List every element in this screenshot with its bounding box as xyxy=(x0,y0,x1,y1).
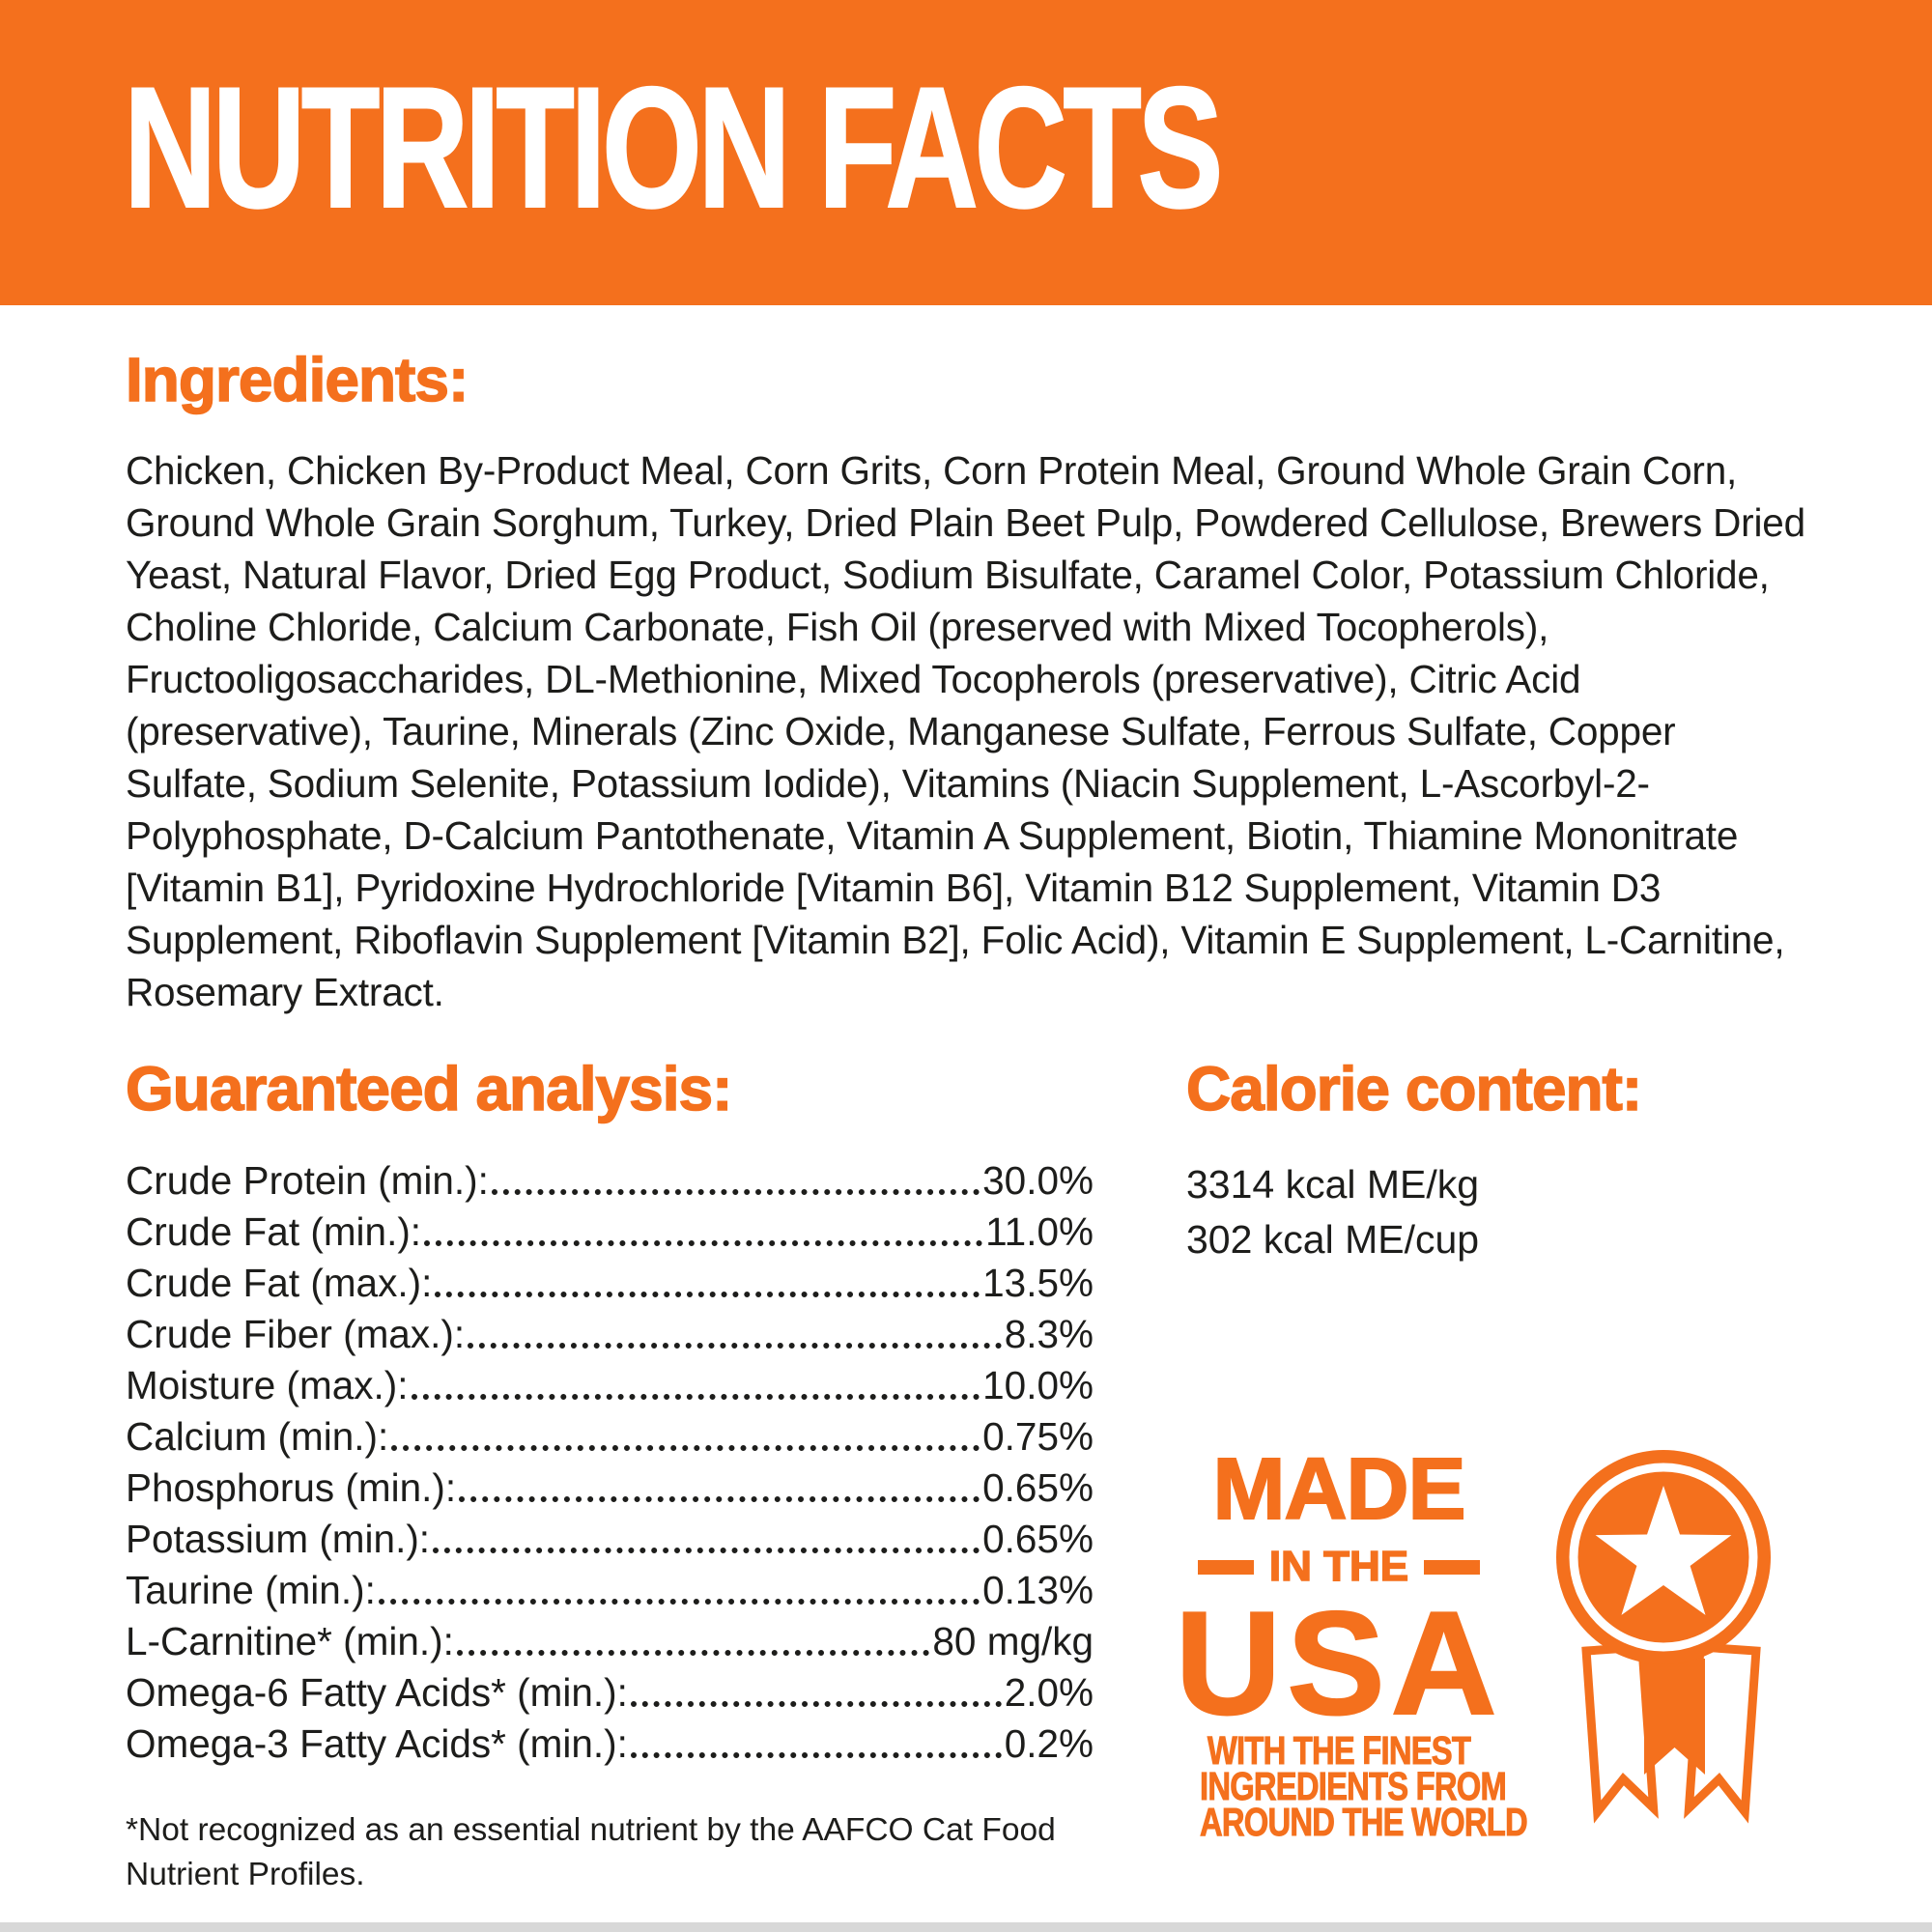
row-label: L-Carnitine* (min.): xyxy=(126,1619,454,1663)
analysis-row: Moisture (max.): 10.0% xyxy=(126,1360,1094,1411)
ingredients-text: Chicken, Chicken By-Product Meal, Corn G… xyxy=(126,448,1805,1014)
dot-leader xyxy=(630,1752,1002,1758)
badge-made: MADE xyxy=(1212,1441,1467,1538)
row-value: 0.13% xyxy=(982,1568,1094,1612)
row-value: 8.3% xyxy=(1004,1312,1094,1356)
analysis-row: L-Carnitine* (min.): 80 mg/kg xyxy=(126,1616,1094,1667)
row-label: Moisture (max.): xyxy=(126,1363,409,1407)
row-value: 10.0% xyxy=(982,1363,1094,1407)
row-value: 0.2% xyxy=(1004,1721,1094,1766)
made-in-usa-badge: MADE IN THE USA WITH THE FINEST INGREDIE… xyxy=(1165,1441,1529,1844)
row-value: 13.5% xyxy=(982,1261,1094,1305)
analysis-row: Potassium (min.): 0.65% xyxy=(126,1514,1094,1565)
dot-leader xyxy=(456,1650,930,1656)
analysis-row: Omega-6 Fatty Acids* (min.): 2.0% xyxy=(126,1667,1094,1719)
row-label: Crude Fat (min.): xyxy=(126,1209,422,1254)
ribbon-tail-center xyxy=(1644,1659,1705,1775)
ingredients-heading: Ingredients: xyxy=(125,344,469,415)
award-ribbon-icon xyxy=(1556,1450,1771,1824)
analysis-table: Crude Protein (min.): 30.0% Crude Fat (m… xyxy=(126,1155,1094,1770)
row-value: 80 mg/kg xyxy=(932,1619,1094,1663)
row-label: Crude Fat (max.): xyxy=(126,1261,433,1305)
row-value: 30.0% xyxy=(982,1158,1094,1203)
dot-leader xyxy=(391,1445,980,1451)
row-label: Phosphorus (min.): xyxy=(126,1465,457,1510)
row-label: Calcium (min.): xyxy=(126,1414,389,1459)
banner: NUTRITION FACTS xyxy=(0,0,1932,305)
dot-leader xyxy=(468,1343,1002,1349)
row-value: 0.65% xyxy=(982,1465,1094,1510)
row-label: Omega-6 Fatty Acids* (min.): xyxy=(126,1670,628,1715)
analysis-row: Crude Fat (max.): 13.5% xyxy=(126,1258,1094,1309)
dot-leader xyxy=(433,1548,980,1553)
label-bottom-edge xyxy=(0,1922,1932,1932)
dot-leader xyxy=(459,1496,980,1502)
dash-right xyxy=(1424,1559,1481,1575)
row-value: 0.75% xyxy=(982,1414,1094,1459)
row-value: 11.0% xyxy=(985,1209,1094,1254)
dash-left xyxy=(1197,1559,1254,1575)
row-value: 0.65% xyxy=(982,1517,1094,1561)
row-label: Taurine (min.): xyxy=(126,1568,376,1612)
dot-leader xyxy=(435,1292,980,1297)
row-value: 2.0% xyxy=(1004,1670,1094,1715)
analysis-row: Taurine (min.): 0.13% xyxy=(126,1565,1094,1616)
row-label: Omega-3 Fatty Acids* (min.): xyxy=(126,1721,628,1766)
dot-leader xyxy=(424,1240,983,1246)
analysis-row: Crude Fiber (max.): 8.3% xyxy=(126,1309,1094,1360)
analysis-heading: Guaranteed analysis: xyxy=(125,1053,733,1124)
star-icon xyxy=(1595,1486,1732,1615)
analysis-row: Crude Fat (min.): 11.0% xyxy=(126,1207,1094,1258)
badge-in-the-label: IN THE xyxy=(1268,1543,1409,1590)
analysis-footnote: *Not recognized as an essential nutrient… xyxy=(126,1812,1056,1892)
analysis-row: Omega-3 Fatty Acids* (min.): 0.2% xyxy=(126,1719,1094,1770)
row-label: Crude Protein (min.): xyxy=(126,1158,489,1203)
ribbon-tail-left xyxy=(1581,1642,1659,1824)
page-title: NUTRITION FACTS xyxy=(123,50,1224,244)
badge-in-the: IN THE xyxy=(1165,1543,1513,1590)
badge-usa: USA xyxy=(1175,1581,1503,1746)
badge-tagline-line1: WITH THE FINEST xyxy=(1207,1728,1471,1773)
badge-tagline-line2: INGREDIENTS FROM xyxy=(1200,1764,1508,1808)
calories-heading: Calorie content: xyxy=(1185,1053,1643,1124)
row-label: Potassium (min.): xyxy=(126,1517,431,1561)
row-label: Crude Fiber (max.): xyxy=(126,1312,466,1356)
dot-leader xyxy=(378,1599,980,1605)
analysis-row: Phosphorus (min.): 0.65% xyxy=(126,1463,1094,1514)
medal-ring xyxy=(1569,1463,1758,1652)
calorie-per-kg: 3314 kcal ME/kg xyxy=(1186,1162,1480,1207)
analysis-row: Calcium (min.): 0.75% xyxy=(126,1411,1094,1463)
analysis-row: Crude Protein (min.): 30.0% xyxy=(126,1155,1094,1207)
calorie-lines: 3314 kcal ME/kg 302 kcal ME/cup xyxy=(1186,1157,1479,1267)
dot-leader xyxy=(491,1189,980,1195)
dot-leader xyxy=(411,1394,980,1400)
badge-tagline-line3: AROUND THE WORLD xyxy=(1200,1800,1528,1844)
ribbon-tail-right xyxy=(1684,1642,1761,1824)
calorie-per-cup: 302 kcal ME/cup xyxy=(1186,1217,1480,1262)
badge-tagline: WITH THE FINEST INGREDIENTS FROM AROUND … xyxy=(1200,1728,1528,1844)
dot-leader xyxy=(630,1701,1002,1707)
